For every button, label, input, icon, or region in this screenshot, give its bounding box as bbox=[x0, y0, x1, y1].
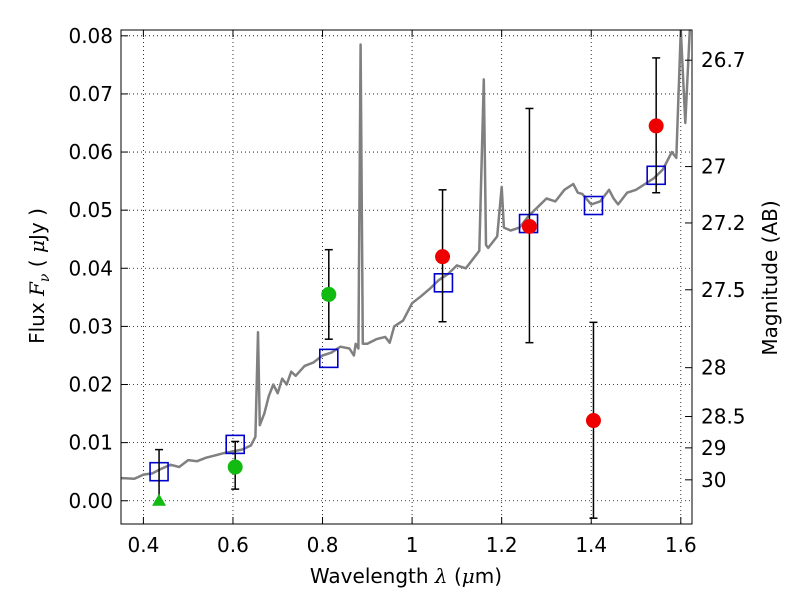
right-tick-label: 30 bbox=[701, 468, 726, 492]
y-axis-label: Flux Fν ( μJy ) bbox=[25, 208, 53, 344]
x-tick-label: 0.8 bbox=[307, 533, 339, 557]
right-axis-label: Magnitude (AB) bbox=[758, 200, 782, 355]
right-tick-label: 26.7 bbox=[701, 48, 746, 72]
y-tick-label: 0.01 bbox=[68, 431, 113, 455]
right-tick-label: 27.5 bbox=[701, 278, 746, 302]
data-circle-point bbox=[435, 249, 451, 265]
x-tick-label: 0.4 bbox=[127, 533, 159, 557]
right-tick-label: 29 bbox=[701, 436, 726, 460]
y-tick-label: 0.05 bbox=[68, 198, 113, 222]
x-tick-label: 1.6 bbox=[665, 533, 697, 557]
plot-area bbox=[121, 30, 692, 519]
ticks: 0.4 0.6 0.8 1 1.2 1.4 1.6 0.00 0.01 0.02 0.03 0.04 0… bbox=[68, 24, 745, 557]
y-tick-label: 0.04 bbox=[68, 256, 113, 280]
grid bbox=[121, 30, 692, 524]
y-tick-label: 0.07 bbox=[68, 82, 113, 106]
spectrum-line bbox=[121, 30, 692, 480]
y-tick-label: 0.02 bbox=[68, 373, 113, 397]
x-tick-label: 1 bbox=[406, 533, 419, 557]
data-circle-point bbox=[585, 413, 601, 429]
right-tick-label: 27.2 bbox=[701, 211, 746, 235]
x-axis-label: Wavelength λ (μm) bbox=[310, 564, 502, 588]
data-circle-point bbox=[521, 218, 537, 234]
data-circle-point bbox=[648, 118, 664, 134]
model-square-point bbox=[433, 273, 454, 293]
data-circle-point bbox=[227, 459, 243, 475]
y-tick-label: 0.08 bbox=[68, 24, 113, 48]
right-tick-label: 28 bbox=[701, 356, 726, 380]
y-tick-label: 0.06 bbox=[68, 140, 113, 164]
upper-limit-triangle bbox=[152, 493, 167, 506]
right-tick-label: 28.5 bbox=[701, 404, 746, 428]
right-tick-label: 27 bbox=[701, 155, 726, 179]
x-tick-label: 1.2 bbox=[486, 533, 518, 557]
model-square-point bbox=[318, 348, 339, 369]
data-circle-point bbox=[321, 286, 337, 302]
x-tick-label: 1.4 bbox=[575, 533, 607, 557]
y-tick-label: 0.03 bbox=[68, 314, 113, 338]
y-tick-label: 0.00 bbox=[68, 489, 113, 513]
plot-frame bbox=[120, 29, 693, 525]
x-tick-label: 0.6 bbox=[217, 533, 249, 557]
model-square-point bbox=[583, 195, 604, 216]
